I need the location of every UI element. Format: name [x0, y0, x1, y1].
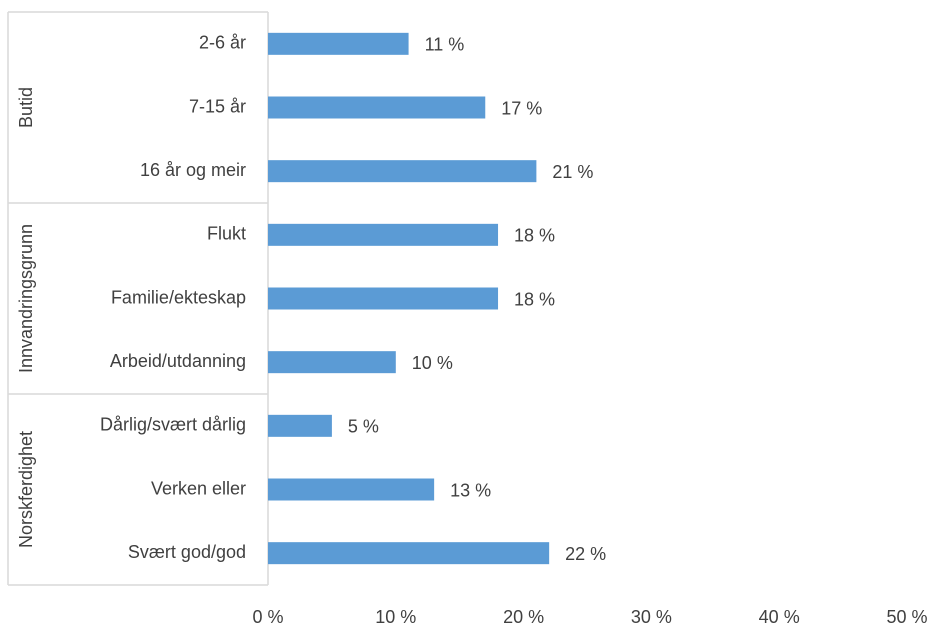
x-tick-label: 10 % [375, 607, 416, 627]
data-label: 21 % [552, 162, 593, 182]
bar [268, 287, 499, 310]
data-label: 18 % [514, 289, 555, 309]
y-tick-label: 7-15 år [189, 96, 246, 116]
x-tick-label: 0 % [252, 607, 283, 627]
y-tick-label: Dårlig/svært dårlig [100, 415, 246, 435]
data-label: 10 % [412, 353, 453, 373]
x-tick-label: 30 % [631, 607, 672, 627]
y-tick-label: Familie/ekteskap [111, 287, 246, 307]
y-tick-label: Verken eller [151, 478, 246, 498]
bar [268, 160, 537, 183]
bar [268, 96, 486, 119]
bar [268, 542, 550, 565]
group-label: Innvandringsgrunn [16, 224, 36, 373]
x-tick-label: 40 % [759, 607, 800, 627]
y-tick-label: Svært god/god [128, 542, 246, 562]
x-tick-label: 50 % [886, 607, 927, 627]
data-label: 18 % [514, 226, 555, 246]
group-label: Butid [16, 87, 36, 128]
data-label: 5 % [348, 417, 379, 437]
group-label: Norskferdighet [16, 431, 36, 548]
y-tick-label: Flukt [207, 224, 246, 244]
data-label: 13 % [450, 480, 491, 500]
data-label: 17 % [501, 98, 542, 118]
data-label: 11 % [425, 35, 465, 55]
y-tick-label: Arbeid/utdanning [110, 351, 246, 371]
y-tick-label: 16 år og meir [140, 160, 246, 180]
data-label: 22 % [565, 544, 606, 564]
bar [268, 351, 396, 374]
bar [268, 478, 435, 501]
x-tick-label: 20 % [503, 607, 544, 627]
bar [268, 414, 332, 437]
bar [268, 32, 409, 55]
y-tick-label: 2-6 år [199, 33, 246, 53]
bar [268, 223, 499, 246]
